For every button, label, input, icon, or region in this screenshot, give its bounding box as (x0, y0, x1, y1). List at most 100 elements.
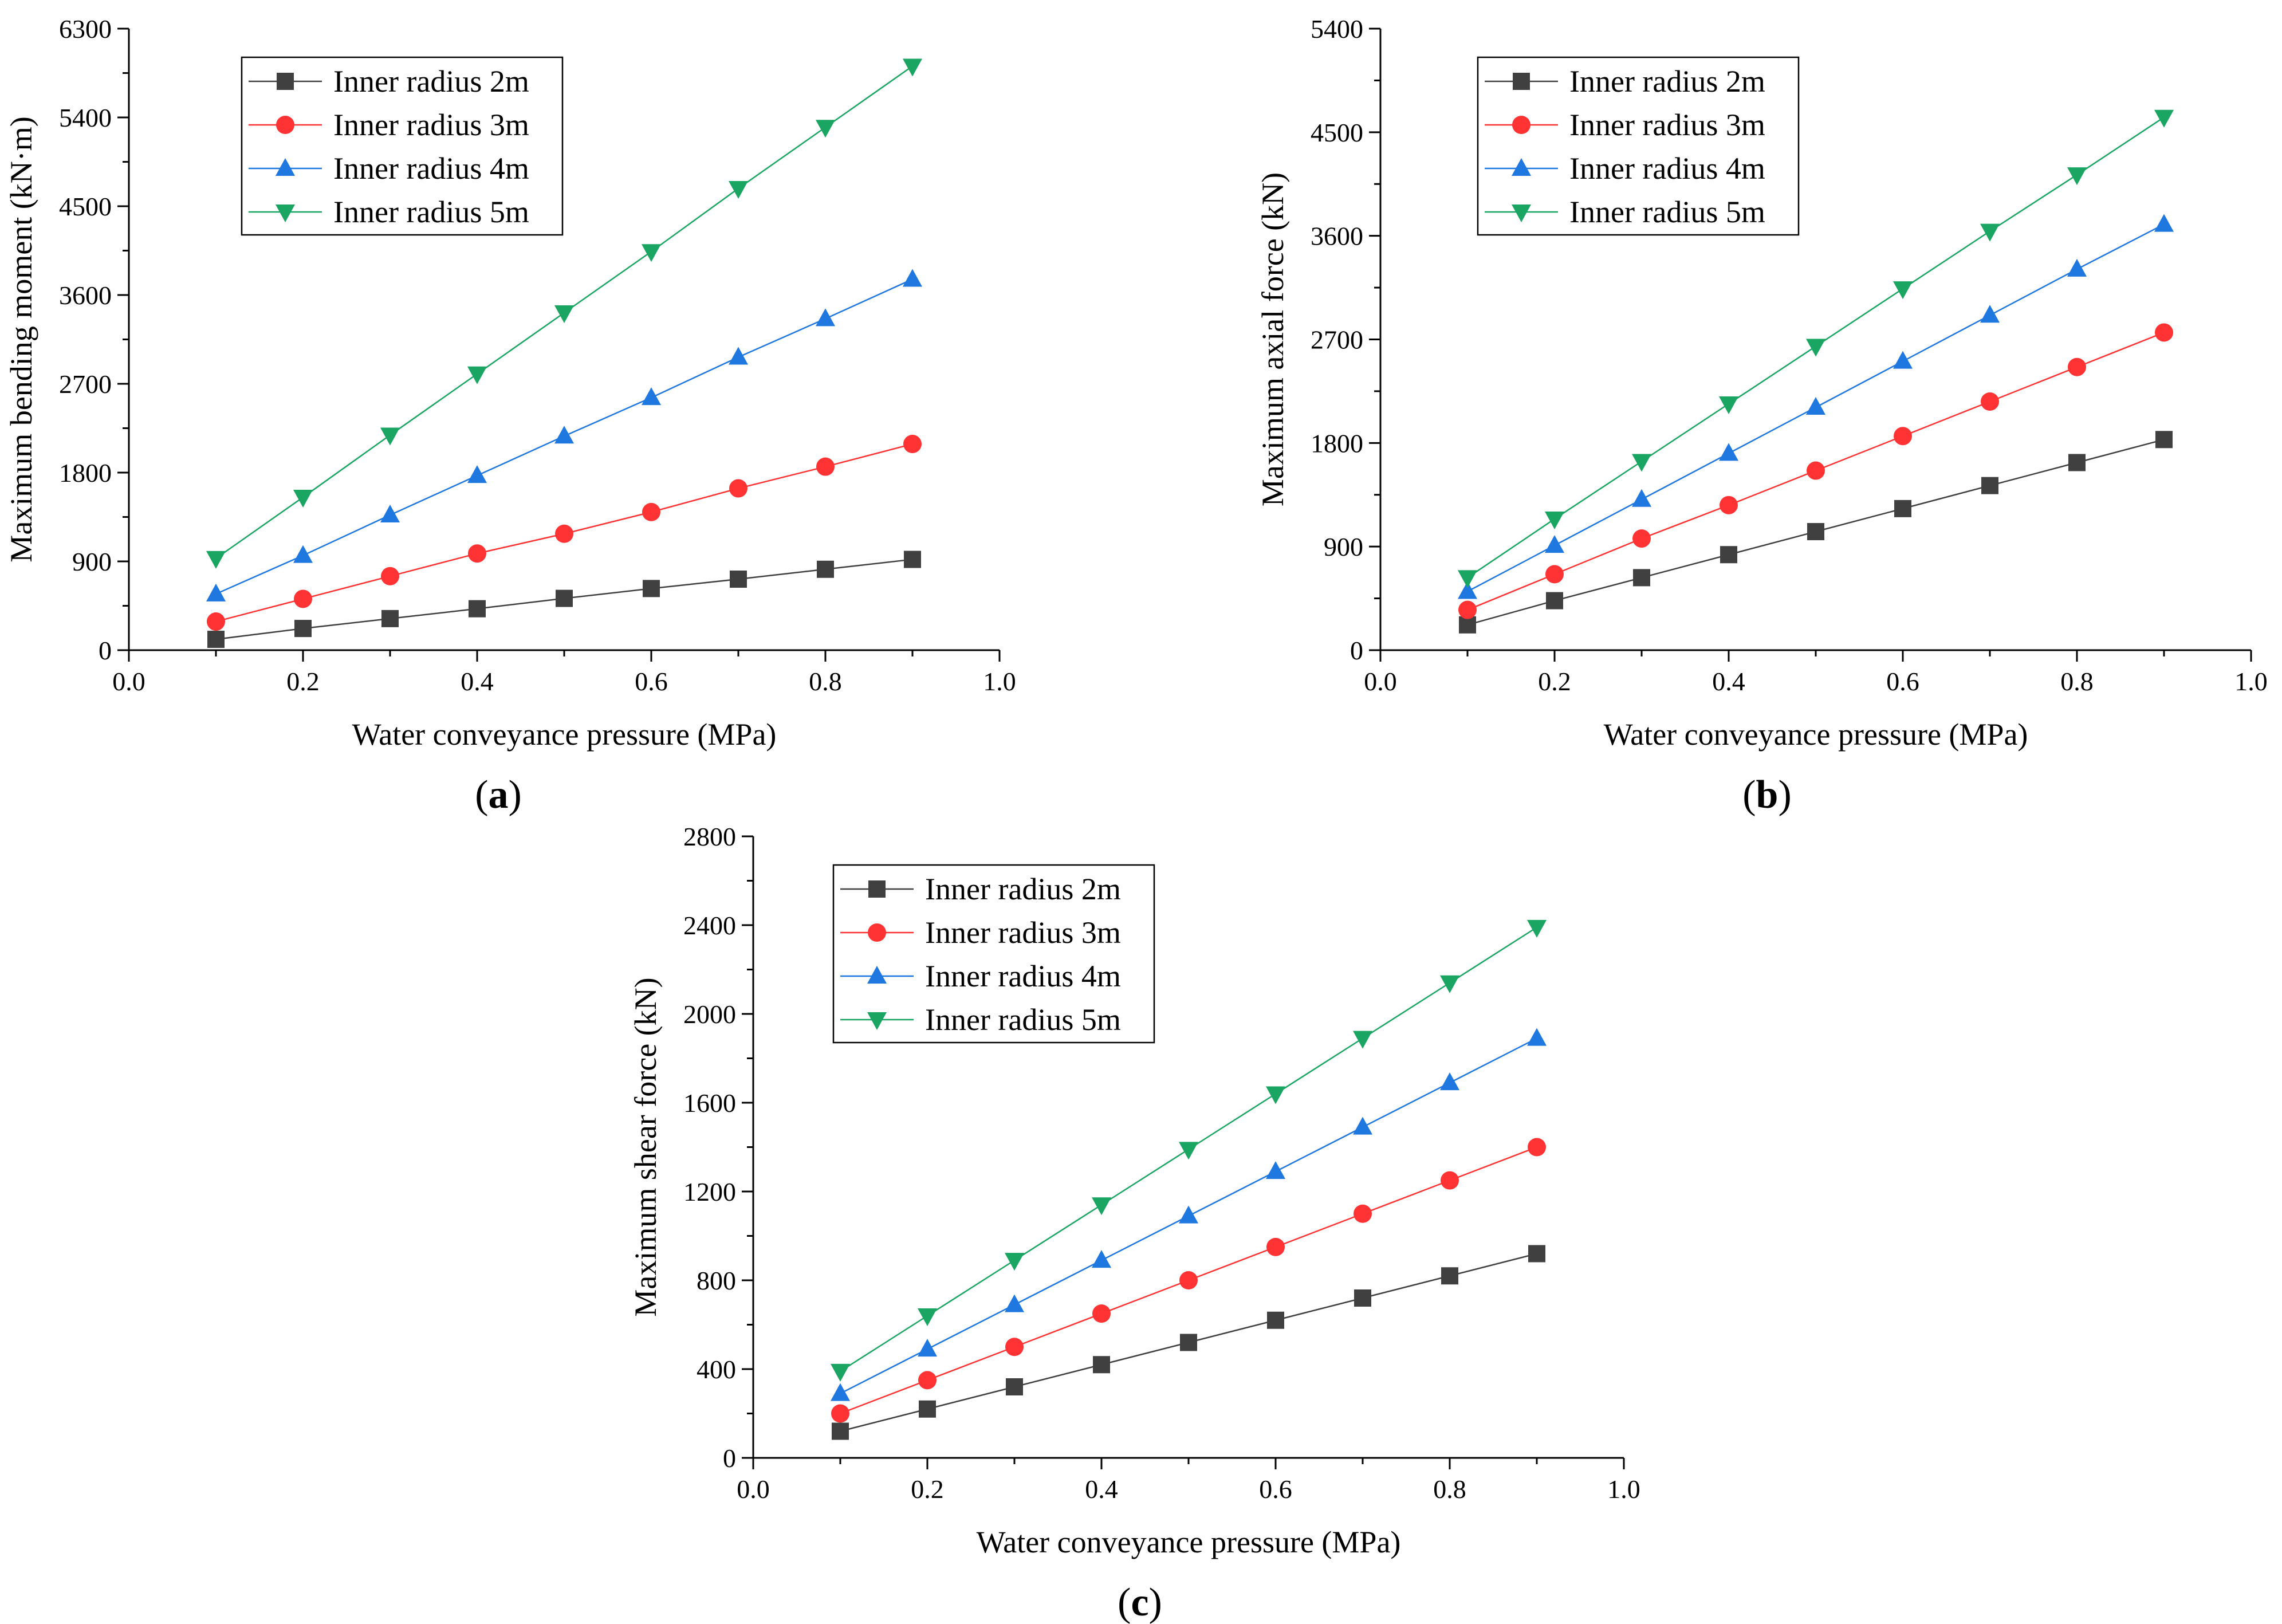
data-point (918, 1339, 937, 1357)
data-point (2068, 454, 2086, 471)
y-tick-label: 1800 (59, 458, 112, 487)
panel-label: (c) (1118, 1580, 1162, 1624)
data-point (467, 465, 487, 483)
y-tick-label: 900 (72, 547, 112, 576)
legend-marker (867, 966, 887, 984)
data-point (1005, 1253, 1024, 1271)
x-tick-label: 0.6 (635, 667, 668, 696)
series-3 (206, 269, 922, 601)
data-point (643, 580, 660, 597)
legend-box (1477, 56, 1800, 236)
x-tick-label: 0.0 (737, 1474, 770, 1504)
y-axis-title: Maximum bending moment (kN·m) (4, 116, 38, 562)
x-tick-label: 0.8 (2060, 667, 2094, 696)
legend-label: Inner radius 5m (1569, 195, 1765, 229)
data-point (555, 524, 573, 543)
y-tick-label: 800 (697, 1266, 736, 1295)
legend-marker (868, 923, 886, 942)
series-1 (207, 550, 921, 648)
data-point (1545, 565, 1564, 584)
data-point (1806, 397, 1825, 415)
data-point (831, 1404, 849, 1423)
legend-entry: Inner radius 5m (840, 1002, 1121, 1037)
series-4 (1458, 109, 2174, 588)
legend-entry: Inner radius 3m (249, 108, 529, 142)
legend-box (241, 56, 564, 236)
data-point (1458, 570, 1477, 588)
data-point (1719, 396, 1738, 415)
chart-panel-b: 0.0 0.2 0.4 0.6 0.8 1.0 0 900 1800 2700 3600 4500 54… (1256, 14, 2268, 817)
data-point (2067, 167, 2087, 186)
data-point (919, 1400, 936, 1418)
data-point (642, 244, 661, 262)
x-tick-label: 0.0 (112, 667, 145, 696)
legend-marker (276, 116, 294, 134)
legend-entry: Inner radius 2m (840, 872, 1121, 906)
data-point (206, 550, 226, 569)
data-point (1720, 496, 1738, 514)
data-point (816, 308, 835, 327)
data-point (556, 589, 573, 607)
legend-marker (1512, 116, 1530, 134)
legend-label: Inner radius 3m (925, 915, 1121, 950)
data-point (469, 600, 486, 618)
data-point (293, 545, 313, 563)
data-point (729, 479, 747, 498)
y-tick-label: 2000 (683, 1000, 736, 1029)
data-point (904, 550, 921, 568)
data-point (2067, 258, 2087, 277)
y-tick-label: 2700 (1311, 325, 1363, 355)
data-point (1981, 392, 1999, 411)
data-point (1354, 1289, 1371, 1307)
data-point (1353, 1116, 1372, 1135)
data-point (2068, 357, 2086, 376)
data-point (1894, 427, 1912, 446)
data-point (903, 435, 922, 454)
x-tick-label: 1.0 (2234, 667, 2268, 696)
x-axis-title: Water conveyance pressure (MPa) (1604, 717, 2028, 752)
y-tick-label: 1200 (683, 1177, 736, 1206)
y-tick-label: 3600 (1311, 222, 1363, 251)
legend-label: Inner radius 2m (1569, 64, 1765, 99)
data-point (918, 1308, 937, 1326)
data-point (1179, 1142, 1198, 1160)
x-tick-label: 0.0 (1364, 667, 1397, 696)
data-point (554, 426, 574, 444)
data-point (1354, 1204, 1372, 1223)
legend-marker (276, 205, 295, 222)
data-point (1458, 600, 1477, 619)
data-point (1180, 1334, 1197, 1351)
legend-entry: Inner radius 5m (1485, 195, 1765, 229)
data-point (1980, 305, 2000, 323)
y-tick-label: 1600 (683, 1088, 736, 1118)
data-point (1632, 529, 1651, 548)
data-point (1092, 1304, 1111, 1323)
data-point (730, 571, 747, 588)
data-point (381, 610, 399, 627)
y-tick-label: 5400 (59, 103, 112, 132)
data-point (831, 1383, 850, 1401)
legend-marker (1513, 73, 1530, 90)
x-tick-label: 0.8 (1433, 1474, 1466, 1504)
y-tick-label: 1800 (1311, 428, 1363, 458)
data-point (1893, 281, 1913, 300)
series-1 (832, 1245, 1545, 1440)
data-point (1527, 919, 1547, 938)
data-point (381, 567, 399, 585)
data-point (467, 366, 487, 384)
legend-marker (1512, 158, 1531, 176)
y-tick-label: 4500 (59, 192, 112, 221)
y-axis-title: Maximum shear force (kN) (628, 977, 663, 1316)
data-point (1806, 339, 1825, 357)
y-tick-label: 5400 (1311, 14, 1363, 44)
x-tick-label: 0.6 (1886, 667, 1919, 696)
x-tick-label: 1.0 (1607, 1474, 1640, 1504)
y-tick-label: 2700 (59, 369, 112, 399)
data-point (2155, 431, 2173, 449)
data-point (2154, 214, 2174, 232)
legend-box (832, 864, 1155, 1044)
data-point (1005, 1294, 1024, 1312)
data-point (1719, 443, 1738, 461)
y-axis-title: Maximum axial force (kN) (1256, 172, 1290, 506)
